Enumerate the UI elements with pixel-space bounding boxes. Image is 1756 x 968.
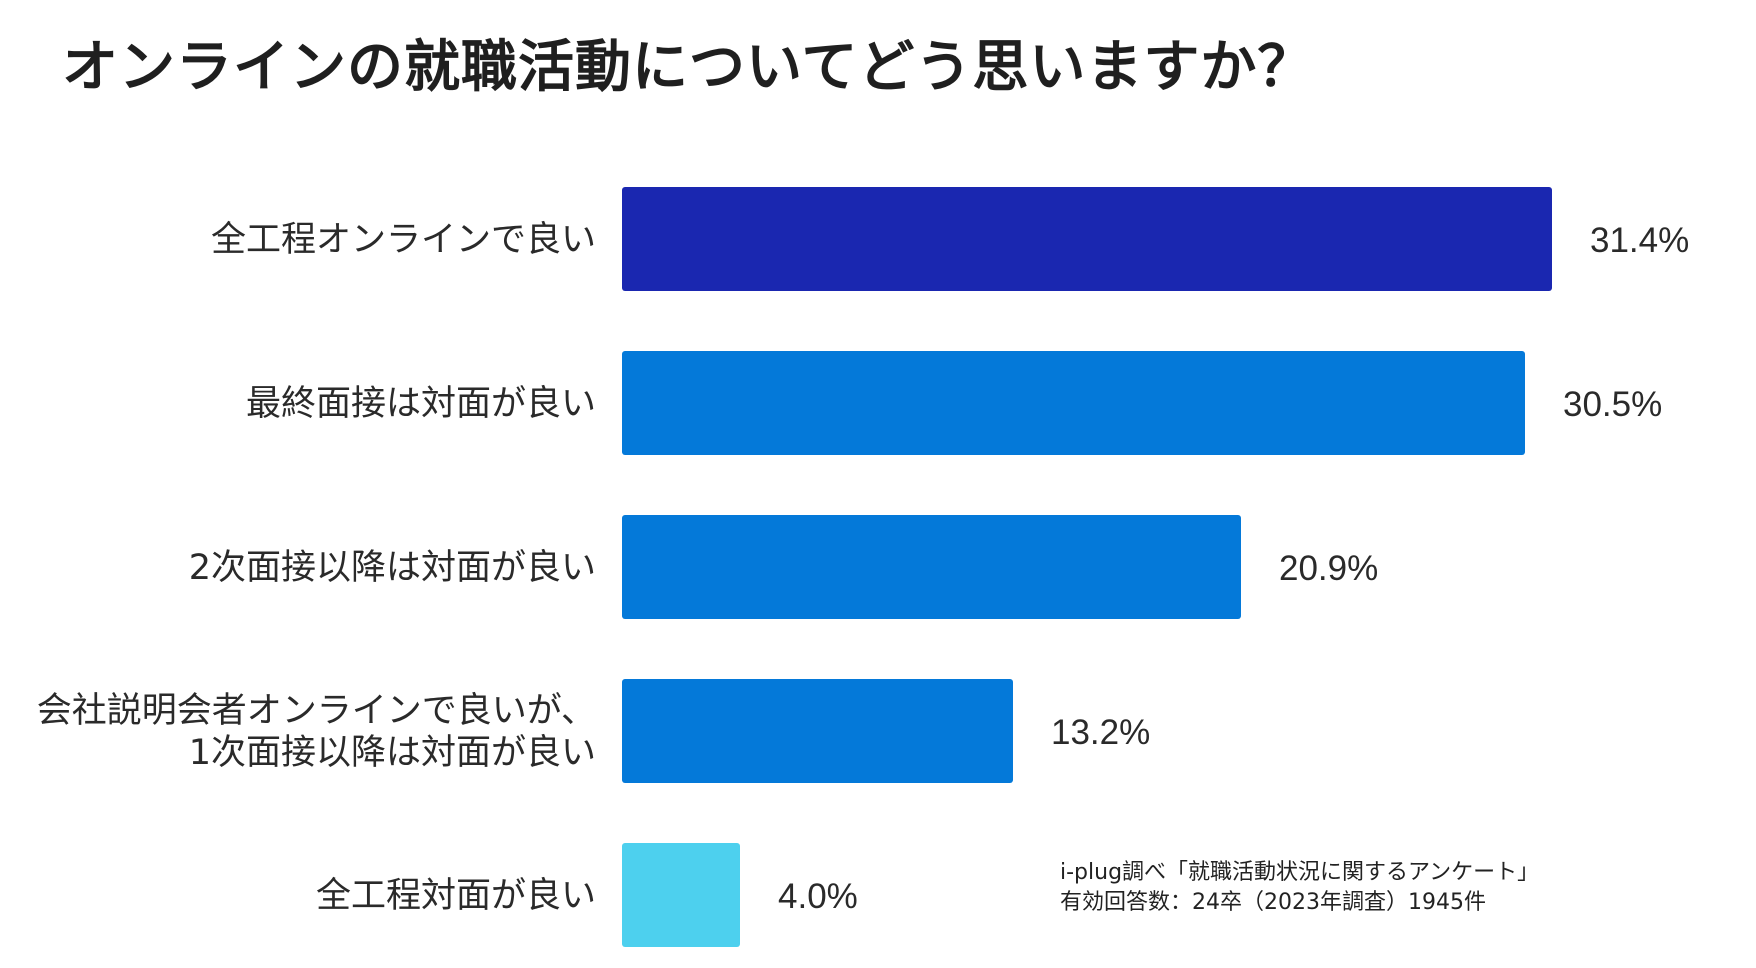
bar-4 <box>622 679 1013 783</box>
category-label-5: 全工程対面が良い <box>316 876 596 916</box>
category-label-3: 2次面接以降は対面が良い <box>189 548 596 588</box>
category-label-1: 全工程オンラインで良い <box>211 220 596 260</box>
value-label-3: 20.9% <box>1279 549 1378 588</box>
source-line-1: i-plug調べ「就職活動状況に関するアンケート」 <box>1060 860 1540 885</box>
source-line-2: 有効回答数：24卒（2023年調査）1945件 <box>1060 890 1486 915</box>
category-label-2: 最終面接は対面が良い <box>246 384 596 424</box>
source-note: i-plug調べ「就職活動状況に関するアンケート」 有効回答数：24卒（2023… <box>1060 858 1539 918</box>
value-label-1: 31.4% <box>1590 221 1689 260</box>
bar-1 <box>622 187 1552 291</box>
bar-2 <box>622 351 1525 455</box>
value-label-2: 30.5% <box>1563 385 1662 424</box>
bar-3 <box>622 515 1241 619</box>
bar-5 <box>622 843 740 947</box>
chart-title: オンラインの就職活動についてどう思いますか？ <box>62 35 1315 100</box>
value-label-4: 13.2% <box>1051 713 1150 752</box>
category-label-4: 会社説明会者オンラインで良いが、 1次面接以降は対面が良い <box>37 691 596 773</box>
value-label-5: 4.0% <box>778 877 858 916</box>
